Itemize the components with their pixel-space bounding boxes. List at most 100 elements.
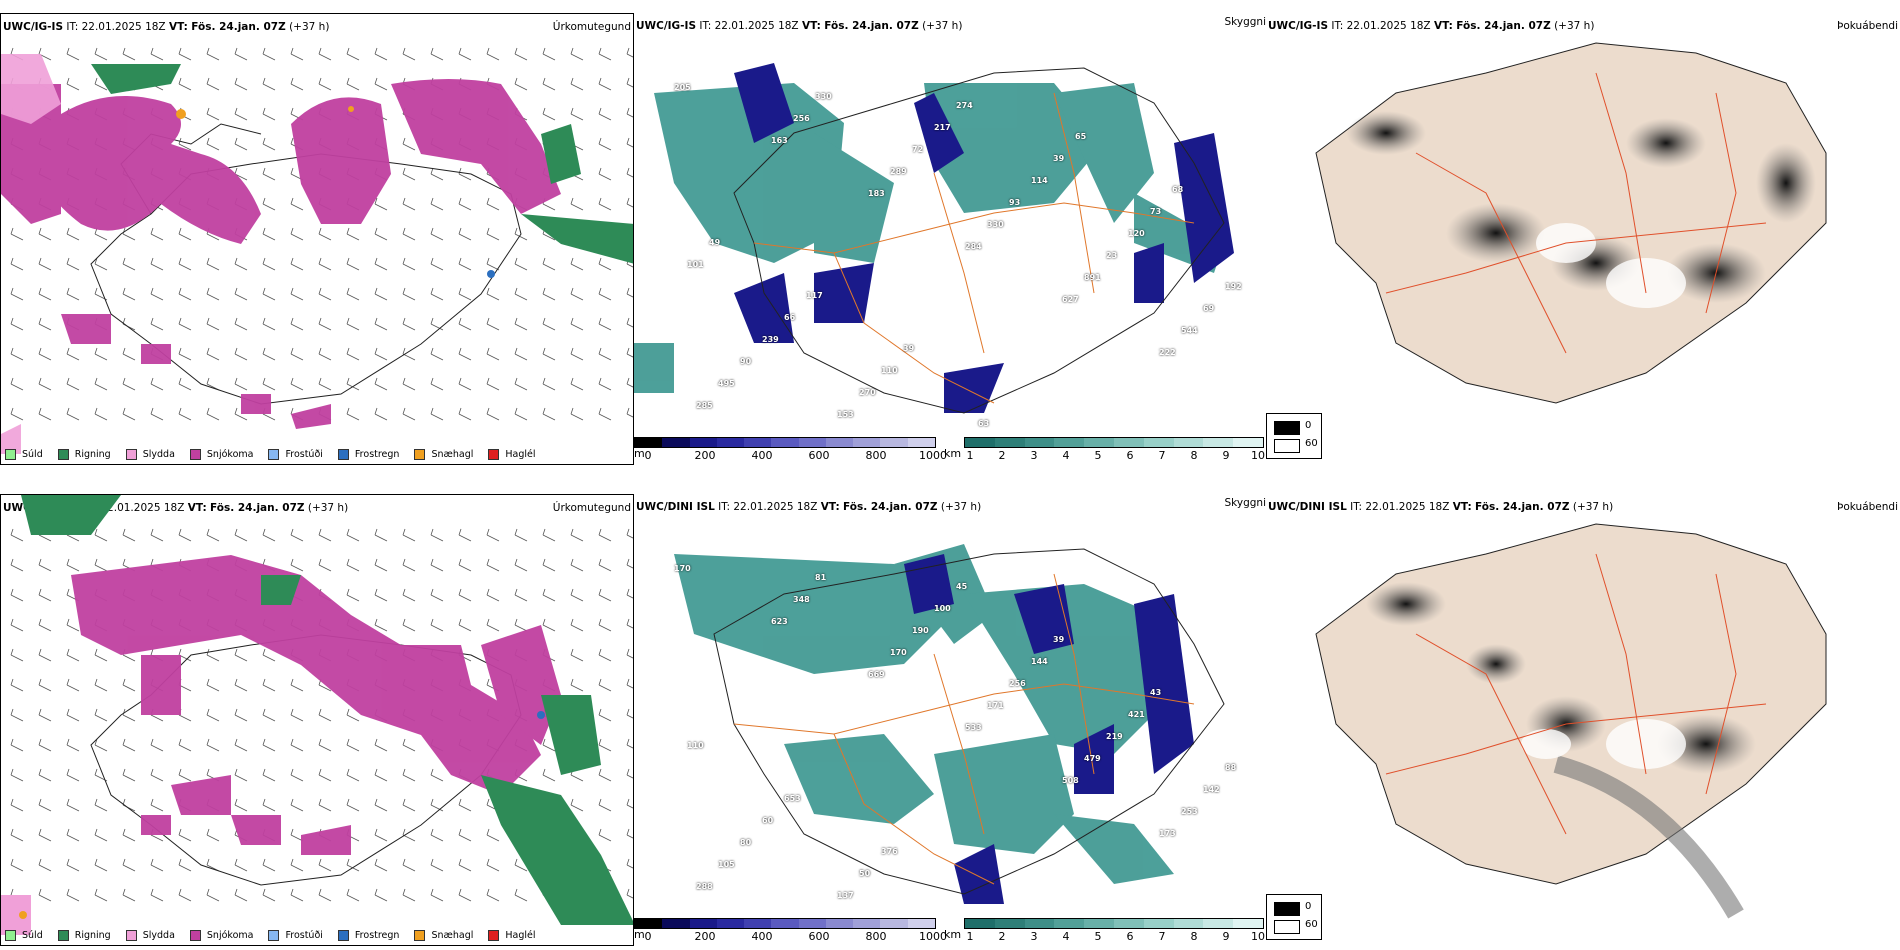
precip-panel-bottom: UWC/DINI ISL IT: 22.01.2025 18Z VT: Fös.… <box>0 494 634 946</box>
wind-barb <box>542 287 556 301</box>
precip-legend: Súld Rigning Slydda Snjókoma Frostúði Frostre… <box>5 449 551 460</box>
colorbar-tick: 7 <box>1158 930 1166 943</box>
colorbar-cell <box>771 438 799 447</box>
wind-barb <box>486 588 500 602</box>
wind-barb <box>122 708 136 722</box>
wind-barb <box>486 47 500 61</box>
wind-barb <box>402 227 416 241</box>
wind-barb <box>626 678 633 689</box>
visibility-colorbar: 1 2 3 4 5 6 7 8 9 10 <box>964 918 1265 943</box>
legend-label: Rigning <box>74 449 111 460</box>
wind-barb <box>374 618 388 632</box>
wind-barb <box>542 738 556 752</box>
wind-barb <box>430 197 444 211</box>
station-value: 110 <box>881 366 898 375</box>
station-value: 330 <box>815 92 832 101</box>
wind-barb <box>570 317 584 331</box>
colorbar-tick: 6 <box>1126 449 1134 462</box>
cloud-panel-top: UWC/IG-IS IT: 22.01.2025 18Z VT: Fös. 24… <box>634 13 1268 465</box>
wind-barb <box>10 377 24 391</box>
colorbar-tick: 1 <box>966 930 974 943</box>
wind-barb <box>38 558 52 572</box>
legend-label: Súld <box>22 449 43 460</box>
colorbar-cell <box>994 919 1025 928</box>
colorbar-tick: 3 <box>1030 449 1038 462</box>
legend-swatch <box>125 930 137 941</box>
it-value: 22.01.2025 18Z <box>81 21 166 33</box>
legend-label: Frostúði <box>285 930 323 941</box>
wind-barb <box>346 347 360 361</box>
wind-barb <box>402 588 416 602</box>
wind-barb <box>38 768 52 782</box>
it-value: 22.01.2025 18Z <box>100 502 185 514</box>
precip-legend-item: Snjókoma <box>189 449 253 460</box>
wind-barb <box>178 77 192 91</box>
station-value: 50 <box>859 869 871 878</box>
wind-barb <box>178 768 192 782</box>
wind-barb <box>626 77 633 88</box>
station-value: 69 <box>1203 304 1215 313</box>
colorbar-tick: 9 <box>1222 930 1230 943</box>
station-value: 137 <box>837 891 854 900</box>
station-value: 495 <box>718 379 735 388</box>
colorbar-tick: 8 <box>1190 930 1198 943</box>
legend-swatch <box>5 930 16 941</box>
wind-barb <box>486 407 500 421</box>
panel-header: UWC/DINI ISL IT: 22.01.2025 18Z VT: Fös.… <box>1268 498 1613 516</box>
precip-legend-item: Frostúði <box>268 449 323 460</box>
fog-legend-black <box>1274 902 1300 916</box>
lead-time: (+37 h) <box>307 502 349 514</box>
colorbar-tick: 600 <box>808 449 830 462</box>
wind-barb <box>290 347 304 361</box>
vt-label: VT: <box>1433 20 1453 32</box>
wind-barb <box>66 858 80 872</box>
wind-barb <box>318 227 332 241</box>
wind-barb <box>430 858 444 872</box>
wind-barb <box>458 618 472 632</box>
wind-barb <box>486 197 500 211</box>
colorbar-cell <box>853 438 881 447</box>
cloud-base-colorbar: 0 200 400 600 800 1000 <box>634 918 947 943</box>
wind-barb <box>598 708 612 722</box>
colorbar-cell <box>1113 438 1144 447</box>
wind-barb <box>374 888 388 902</box>
station-value: 114 <box>1031 176 1048 185</box>
colorbar-cell <box>1024 438 1055 447</box>
wind-barb <box>38 738 52 752</box>
wind-barb <box>234 77 248 91</box>
wind-barb <box>10 858 24 872</box>
wind-barb <box>290 798 304 812</box>
wind-barb <box>234 858 248 872</box>
it-label: IT: <box>66 21 79 33</box>
wind-barb <box>38 828 52 842</box>
station-value: 65 <box>1075 132 1087 141</box>
colorbar-tick: 10 <box>1251 930 1265 943</box>
colorbar-cell <box>1143 438 1174 447</box>
colorbar-tick: 4 <box>1062 449 1070 462</box>
wind-barb <box>66 407 80 421</box>
fog-panel-top: UWC/IG-IS IT: 22.01.2025 18Z VT: Fös. 24… <box>1266 13 1900 465</box>
lead-time: (+37 h) <box>922 20 963 32</box>
station-value: 222 <box>1159 348 1176 357</box>
colorbar-tick: 800 <box>865 449 887 462</box>
wind-barb <box>38 588 52 602</box>
cloud-map <box>674 544 1225 904</box>
wind-barb <box>598 257 612 271</box>
wind-barb <box>150 47 164 61</box>
station-value: 170 <box>674 564 691 573</box>
legend-label: Frostregn <box>354 930 400 941</box>
wind-barb <box>570 77 584 91</box>
wind-barb <box>66 798 80 812</box>
wind-barb <box>94 47 108 61</box>
wind-barb <box>486 287 500 301</box>
panel-header: UWC/IG-IS IT: 22.01.2025 18Z VT: Fös. 24… <box>1268 17 1594 35</box>
panel-header: UWC/IG-IS IT: 22.01.2025 18Z VT: Fös. 24… <box>3 18 329 36</box>
wind-barb <box>290 287 304 301</box>
wind-barb <box>430 588 444 602</box>
wind-barb <box>374 798 388 812</box>
panel-title: Úrkomutegund <box>552 21 631 33</box>
wind-barb <box>626 858 633 869</box>
wind-barb <box>10 708 24 722</box>
wind-barb <box>150 738 164 752</box>
wind-barb <box>318 287 332 301</box>
